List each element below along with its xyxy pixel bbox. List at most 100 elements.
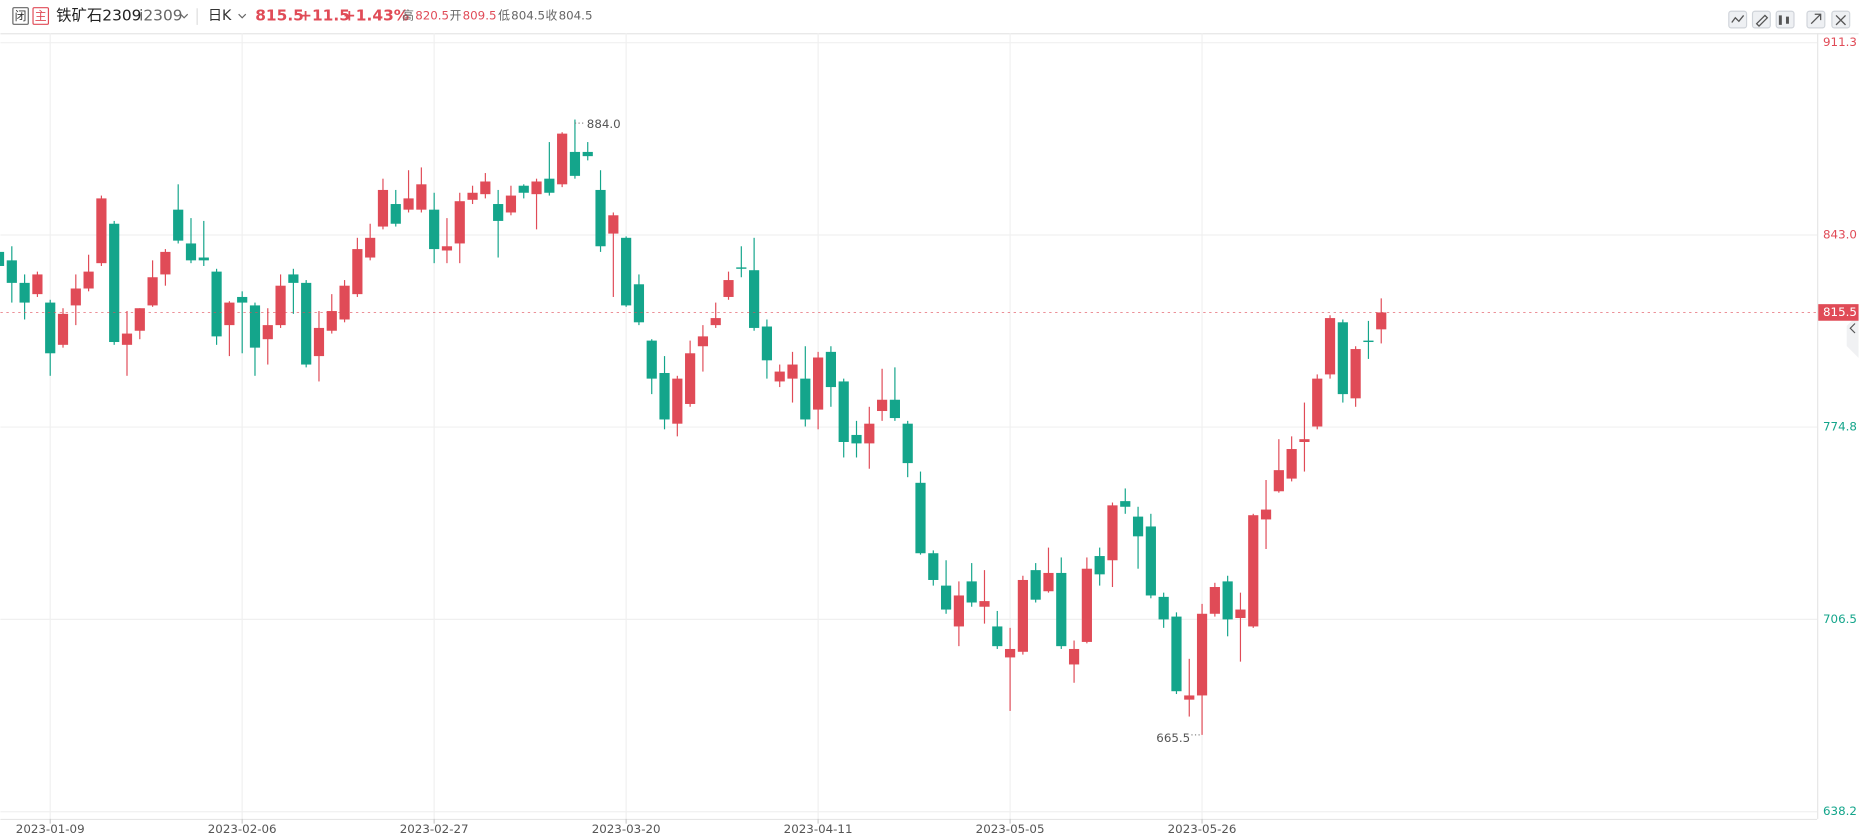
candle-body [928, 553, 939, 580]
candle-body [1158, 596, 1169, 620]
candle-body [1260, 509, 1272, 520]
candle-body [825, 351, 837, 388]
candle-body [185, 243, 197, 261]
candle-body [595, 189, 606, 247]
candle-body [493, 204, 504, 221]
candle-body [1363, 340, 1374, 343]
candle-body [211, 271, 222, 337]
candle-body [940, 585, 952, 610]
candle-body [621, 237, 632, 306]
candle-body [70, 288, 81, 306]
close-button[interactable] [12, 7, 29, 25]
candle-body [262, 325, 273, 340]
candle-body [736, 267, 747, 269]
candle-body [134, 308, 145, 331]
candle-body [1248, 515, 1259, 627]
candle-body [45, 302, 56, 354]
candle-body [864, 423, 875, 444]
candle-body [902, 423, 913, 464]
candle-body [1145, 526, 1156, 596]
icon [1755, 14, 1769, 27]
candle-body [979, 601, 990, 607]
stat-value: 820.5 [415, 8, 449, 22]
current-price-label: 815.5 [1823, 305, 1857, 319]
candle-body [313, 327, 325, 357]
main-button-label: 主 [35, 9, 47, 23]
candle-body [505, 195, 517, 213]
candle-body [1107, 505, 1118, 561]
price-change: +11.5 [299, 6, 350, 24]
candle-body [1196, 613, 1208, 696]
candle-body [774, 371, 785, 382]
candle-body [109, 223, 120, 343]
candle-body [160, 251, 171, 275]
side-panel-arrow [1849, 323, 1856, 334]
candle-body [582, 151, 593, 157]
candle-body [851, 434, 862, 444]
candle-body [416, 184, 427, 210]
main-button[interactable] [32, 7, 50, 25]
candle-body [480, 181, 491, 195]
candle-body [0, 251, 5, 266]
candle-body [1043, 572, 1054, 592]
toolbar-icons [1731, 13, 1846, 27]
candle-body [32, 274, 43, 295]
close-button-label: 闭 [15, 9, 27, 23]
stat-label: 低 [498, 8, 510, 22]
candle-body [608, 215, 619, 234]
x-tick-label: 2023-02-06 [208, 822, 277, 836]
candle-body [569, 151, 581, 176]
annotation-label: 884.0 [587, 117, 621, 131]
candle-body [467, 192, 478, 200]
candle-body [992, 626, 1003, 647]
candle-body [1222, 581, 1233, 620]
stat-label: 开 [450, 8, 462, 22]
candle-body [813, 357, 824, 410]
candle-body [749, 270, 760, 328]
candle-body [19, 282, 30, 303]
instrument-code[interactable]: i2309 [139, 6, 182, 24]
candle-body [1273, 470, 1284, 492]
code-dropdown[interactable] [180, 13, 189, 19]
candle-body [237, 296, 248, 303]
candle-body [1184, 695, 1195, 700]
icon [1731, 14, 1745, 23]
candle-body [1171, 616, 1182, 692]
candle-body [1209, 587, 1220, 614]
candle-body [787, 364, 798, 379]
candle-body [557, 133, 568, 185]
y-tick-label: 638.2 [1823, 804, 1857, 818]
candle-body [544, 178, 555, 193]
candle-body [633, 284, 645, 323]
stat-label: 收 [546, 8, 558, 22]
side-panel-tab[interactable] [1846, 314, 1859, 358]
candle-body [390, 204, 401, 224]
candle-body [685, 353, 696, 404]
candle-body [915, 482, 926, 554]
candle-body [288, 274, 299, 283]
period[interactable]: 日K [208, 8, 232, 24]
candle-body [403, 198, 414, 210]
candle-body [1056, 572, 1067, 647]
instrument-name: 铁矿石2309 [56, 6, 141, 24]
stat-value: 809.5 [463, 8, 497, 22]
candle-body [1286, 449, 1297, 479]
candle-body [646, 340, 657, 379]
candle-body [326, 311, 337, 331]
annotation-label: 665.5 [1156, 731, 1190, 745]
stat-label: 高 [402, 8, 414, 22]
candle-body [377, 189, 389, 227]
candle-body [531, 181, 542, 195]
candle-body [275, 285, 286, 326]
candle-body [441, 246, 453, 251]
candle-body [198, 257, 209, 261]
y-tick-label: 911.3 [1823, 35, 1857, 49]
candle-body [6, 260, 17, 283]
candle-body [429, 209, 440, 250]
period-dropdown[interactable] [238, 13, 247, 19]
current-price-box [1818, 304, 1859, 321]
stat-value: 804.5 [511, 8, 545, 22]
candle-body [1094, 556, 1105, 575]
candle-body [1030, 570, 1041, 600]
